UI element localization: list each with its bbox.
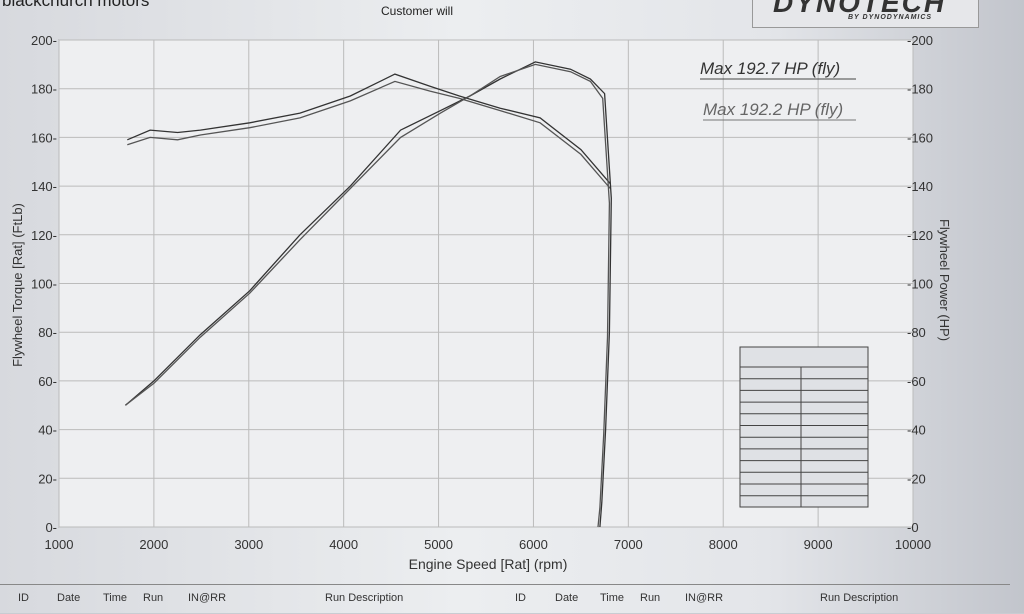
run-footer-table: ID Date Time Run IN@RR Run Description ID Date T…	[0, 584, 1010, 614]
y2-tick-label: -140	[907, 179, 933, 194]
x-tick-label: 8000	[709, 537, 738, 552]
y-tick-label: 120-	[31, 228, 57, 243]
x-tick-label: 7000	[614, 537, 643, 552]
dynotech-logo: DYNOTECH BY DYNODYNAMICS	[752, 0, 979, 28]
footer-column-header: Time	[600, 592, 625, 604]
y-tick-label: 80-	[38, 325, 57, 340]
x-tick-label: 3000	[234, 537, 263, 552]
y2-tick-label: -0	[907, 520, 919, 535]
footer-column-header: Run	[640, 592, 661, 604]
x-tick-label: 4000	[329, 537, 358, 552]
x-tick-label: 6000	[519, 537, 548, 552]
footer-column-header: IN@RR	[685, 592, 724, 604]
y2-tick-label: -120	[907, 228, 933, 243]
company-name: blackchurch motors	[2, 0, 150, 10]
y2-tick-label: -60	[907, 374, 926, 389]
y2-tick-label: -80	[907, 325, 926, 340]
y2-tick-label: -40	[907, 423, 926, 438]
power-curve-run-1	[124, 61, 612, 528]
y2-tick-label: -180	[907, 82, 933, 97]
footer-column-header: Date	[555, 592, 579, 604]
logo-text: DYNOTECH	[773, 0, 947, 18]
customer-label: Customer will	[381, 4, 454, 18]
y-tick-label: 180-	[31, 82, 57, 97]
y-axis-title: Flywheel Torque [Rat] (FtLb)	[10, 203, 25, 367]
y2-axis-title: Flywheel Power (HP)	[937, 219, 952, 341]
y-tick-label: 140-	[31, 179, 57, 194]
run-info-table	[739, 346, 869, 508]
footer-column-header: IN@RR	[188, 592, 227, 604]
logo-subtext: BY DYNODYNAMICS	[848, 14, 933, 21]
y-tick-label: 20-	[38, 471, 57, 486]
y-tick-label: 40-	[38, 423, 57, 438]
y-tick-label: 100-	[31, 277, 57, 292]
footer-column-header: ID	[515, 592, 526, 604]
y2-tick-label: -160	[907, 130, 933, 145]
x-tick-label: 2000	[139, 537, 168, 552]
run-info-table-frame	[739, 346, 869, 508]
x-tick-label: 10000	[895, 537, 931, 552]
footer-column-header: Run	[143, 592, 164, 604]
torque-curve-run-2	[127, 80, 611, 189]
x-axis-title: Engine Speed [Rat] (rpm)	[409, 556, 568, 572]
x-tick-label: 1000	[45, 537, 74, 552]
y2-tick-label: -20	[907, 471, 926, 486]
y-tick-label: 60-	[38, 374, 57, 389]
torque-curve-run-1	[127, 73, 611, 185]
y2-tick-label: -200	[907, 33, 933, 48]
max-power-label-2: Max 192.2 HP (fly)	[703, 100, 843, 119]
y-tick-label: 200-	[31, 33, 57, 48]
x-tick-label: 5000	[424, 537, 453, 552]
footer-column-header: Run Description	[820, 592, 899, 604]
y2-tick-label: -100	[907, 277, 933, 292]
footer-column-header: Date	[57, 592, 81, 604]
max-power-label-1: Max 192.7 HP (fly)	[700, 59, 840, 78]
y-tick-label: 160-	[31, 130, 57, 145]
x-tick-label: 9000	[804, 537, 833, 552]
y-tick-label: 0-	[45, 520, 57, 535]
footer-column-header: ID	[18, 592, 29, 604]
footer-column-header: Time	[103, 592, 128, 604]
power-curve-run-2	[125, 63, 611, 528]
footer-column-header: Run Description	[325, 592, 404, 604]
